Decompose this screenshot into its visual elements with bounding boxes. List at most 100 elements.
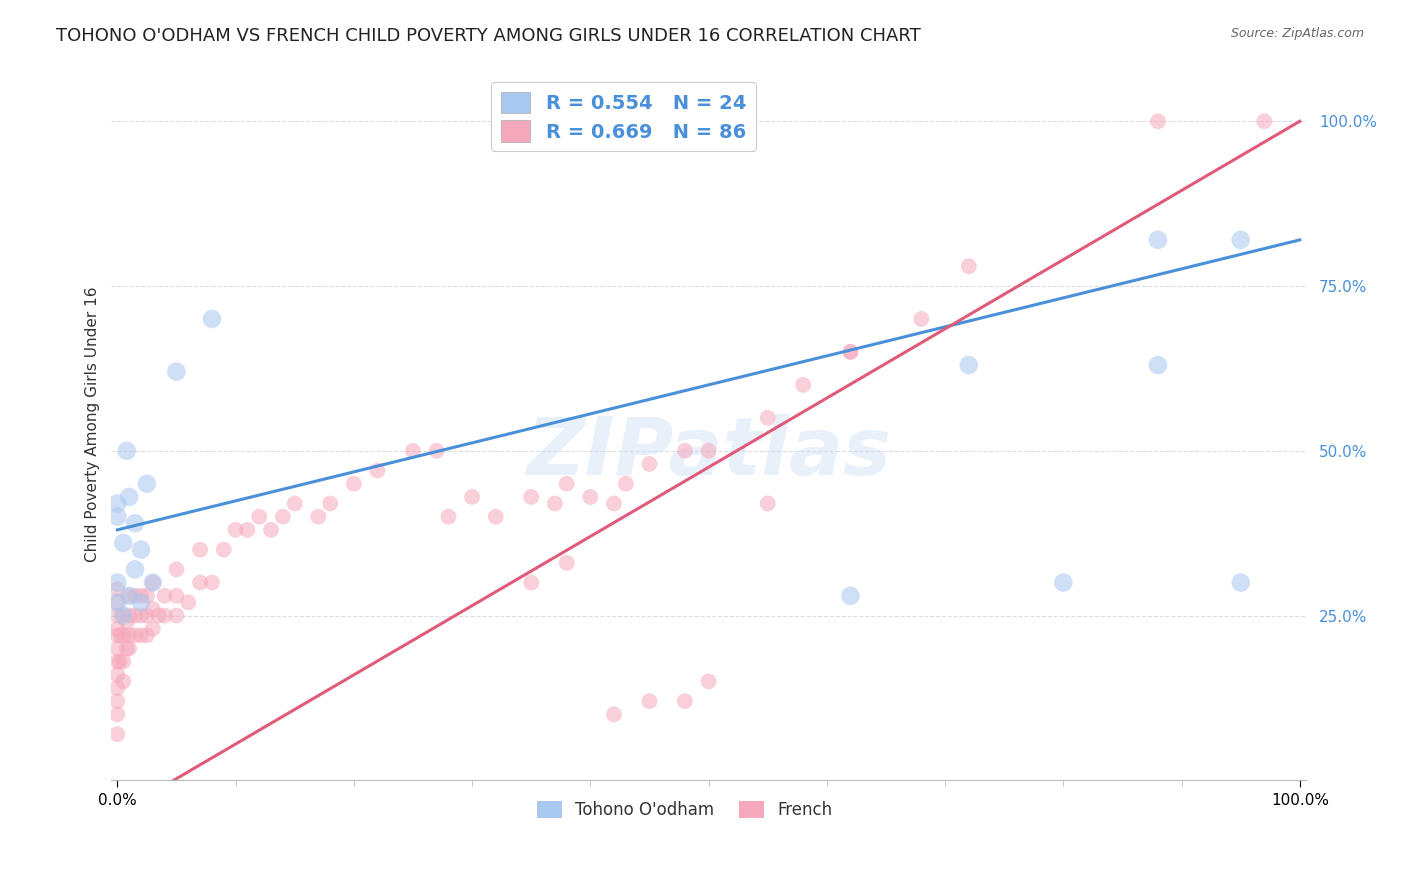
Point xyxy=(756,410,779,425)
Point xyxy=(1147,114,1170,128)
Point xyxy=(756,496,779,510)
Point xyxy=(115,615,138,629)
Point xyxy=(555,556,578,570)
Point xyxy=(839,589,862,603)
Point xyxy=(426,443,449,458)
Point xyxy=(142,575,165,590)
Point xyxy=(108,655,131,669)
Point xyxy=(153,589,176,603)
Point xyxy=(124,628,146,642)
Point xyxy=(105,655,128,669)
Point xyxy=(142,575,165,590)
Y-axis label: Child Poverty Among Girls Under 16: Child Poverty Among Girls Under 16 xyxy=(86,286,100,562)
Point xyxy=(485,509,508,524)
Point xyxy=(129,595,152,609)
Point xyxy=(148,608,170,623)
Point xyxy=(555,476,578,491)
Legend: Tohono O'odham, French: Tohono O'odham, French xyxy=(530,794,839,825)
Point xyxy=(105,496,128,510)
Point xyxy=(579,490,602,504)
Point xyxy=(697,674,720,689)
Point xyxy=(105,595,128,609)
Point xyxy=(105,595,128,609)
Point xyxy=(129,542,152,557)
Point xyxy=(142,622,165,636)
Point xyxy=(129,628,152,642)
Point xyxy=(124,516,146,531)
Point xyxy=(105,509,128,524)
Point xyxy=(188,542,211,557)
Point xyxy=(105,694,128,708)
Point xyxy=(112,674,135,689)
Point xyxy=(112,628,135,642)
Point xyxy=(201,575,224,590)
Point xyxy=(142,602,165,616)
Point xyxy=(124,608,146,623)
Point xyxy=(307,509,329,524)
Point xyxy=(105,668,128,682)
Point xyxy=(1253,114,1275,128)
Point xyxy=(1229,575,1251,590)
Point xyxy=(124,589,146,603)
Point xyxy=(343,476,366,491)
Point xyxy=(118,589,141,603)
Point xyxy=(105,707,128,722)
Point xyxy=(520,575,543,590)
Point xyxy=(110,628,132,642)
Point xyxy=(437,509,460,524)
Point xyxy=(105,575,128,590)
Point xyxy=(105,582,128,597)
Point xyxy=(638,694,661,708)
Point xyxy=(614,476,637,491)
Point xyxy=(284,496,307,510)
Point xyxy=(135,628,157,642)
Point xyxy=(638,457,661,471)
Point xyxy=(520,490,543,504)
Point xyxy=(153,608,176,623)
Point xyxy=(225,523,247,537)
Point xyxy=(236,523,259,537)
Point xyxy=(544,496,567,510)
Point xyxy=(1052,575,1074,590)
Point xyxy=(603,707,626,722)
Text: ZIPatlas: ZIPatlas xyxy=(526,414,891,491)
Point xyxy=(839,345,862,359)
Point xyxy=(188,575,211,590)
Point xyxy=(366,464,388,478)
Text: Source: ZipAtlas.com: Source: ZipAtlas.com xyxy=(1230,27,1364,40)
Point xyxy=(1147,233,1170,247)
Point xyxy=(112,608,135,623)
Point xyxy=(115,641,138,656)
Point xyxy=(135,589,157,603)
Point xyxy=(112,608,135,623)
Point xyxy=(115,443,138,458)
Point xyxy=(673,443,696,458)
Point xyxy=(129,608,152,623)
Point xyxy=(957,358,980,372)
Point xyxy=(247,509,270,524)
Point xyxy=(957,259,980,273)
Point xyxy=(105,681,128,695)
Point xyxy=(105,622,128,636)
Point xyxy=(910,312,932,326)
Point xyxy=(165,562,187,576)
Point xyxy=(105,641,128,656)
Point xyxy=(461,490,484,504)
Point xyxy=(118,641,141,656)
Point xyxy=(1229,233,1251,247)
Point xyxy=(105,608,128,623)
Point xyxy=(135,608,157,623)
Point xyxy=(212,542,235,557)
Point xyxy=(1147,358,1170,372)
Point xyxy=(118,628,141,642)
Point xyxy=(112,536,135,550)
Text: TOHONO O'ODHAM VS FRENCH CHILD POVERTY AMONG GIRLS UNDER 16 CORRELATION CHART: TOHONO O'ODHAM VS FRENCH CHILD POVERTY A… xyxy=(56,27,921,45)
Point xyxy=(319,496,342,510)
Point xyxy=(124,562,146,576)
Point xyxy=(165,589,187,603)
Point xyxy=(118,589,141,603)
Point xyxy=(260,523,283,537)
Point xyxy=(177,595,200,609)
Point xyxy=(792,377,814,392)
Point xyxy=(673,694,696,708)
